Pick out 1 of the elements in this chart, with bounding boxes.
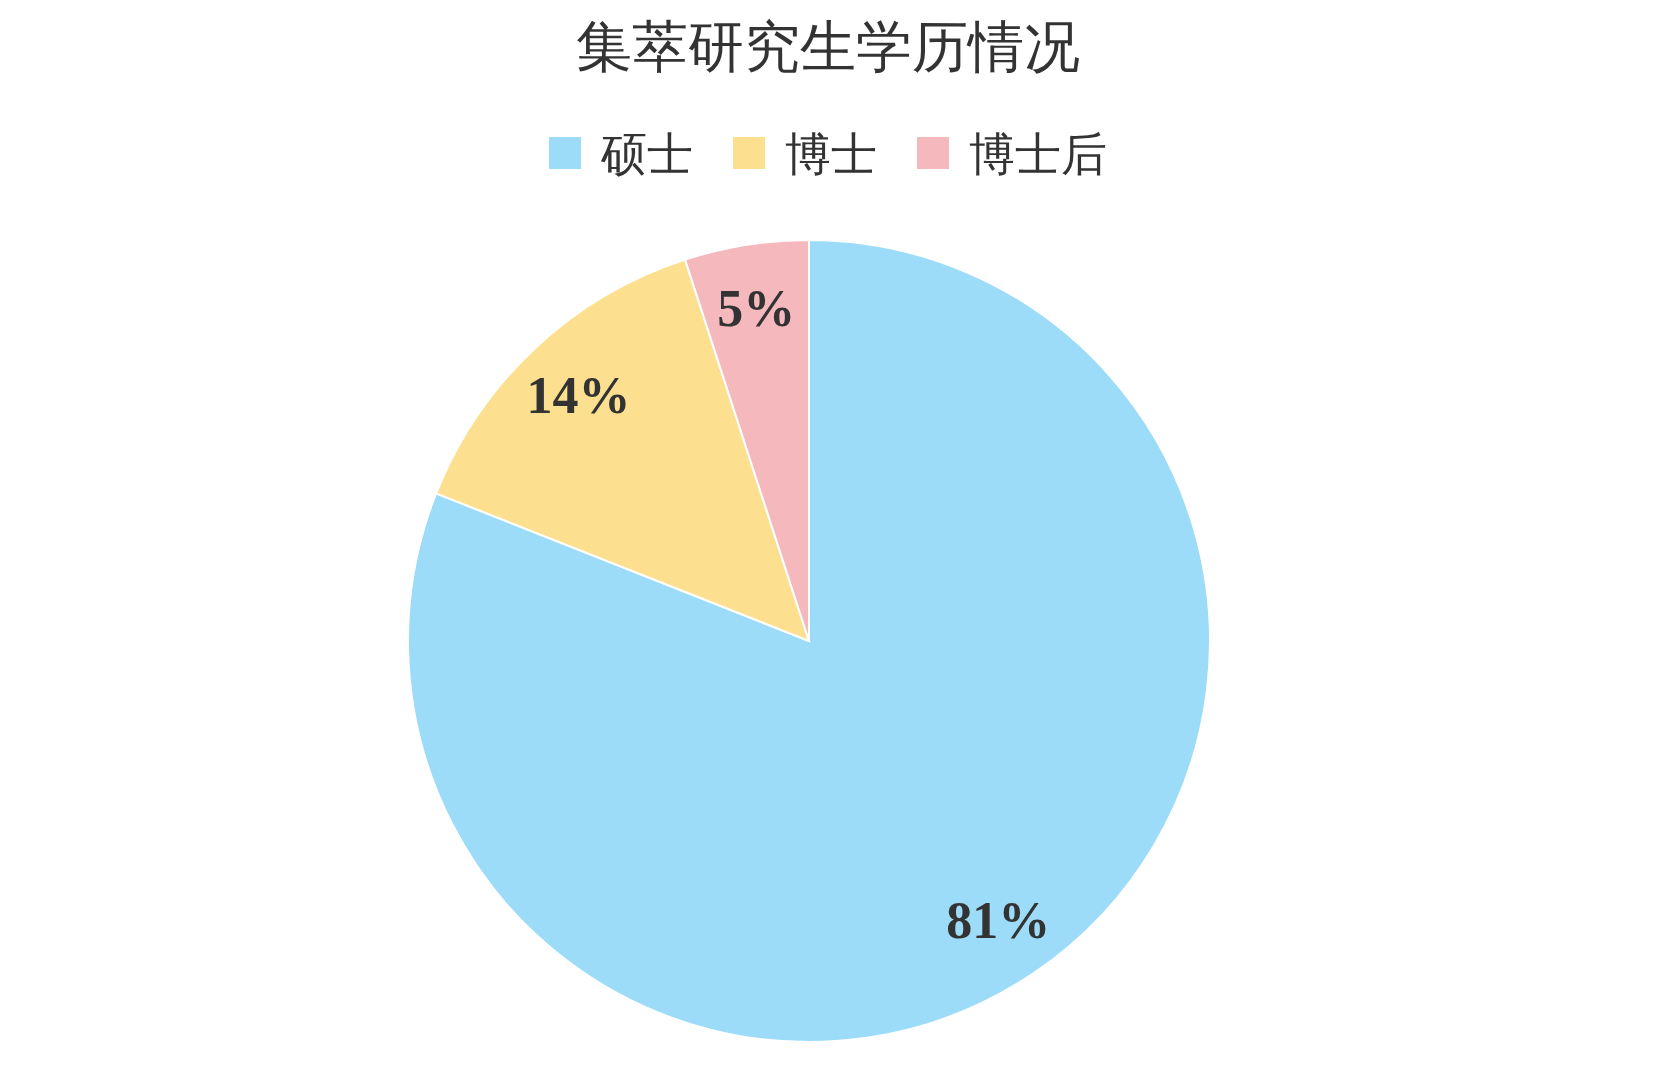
title: 集萃研究生学历情况 (576, 14, 1080, 79)
